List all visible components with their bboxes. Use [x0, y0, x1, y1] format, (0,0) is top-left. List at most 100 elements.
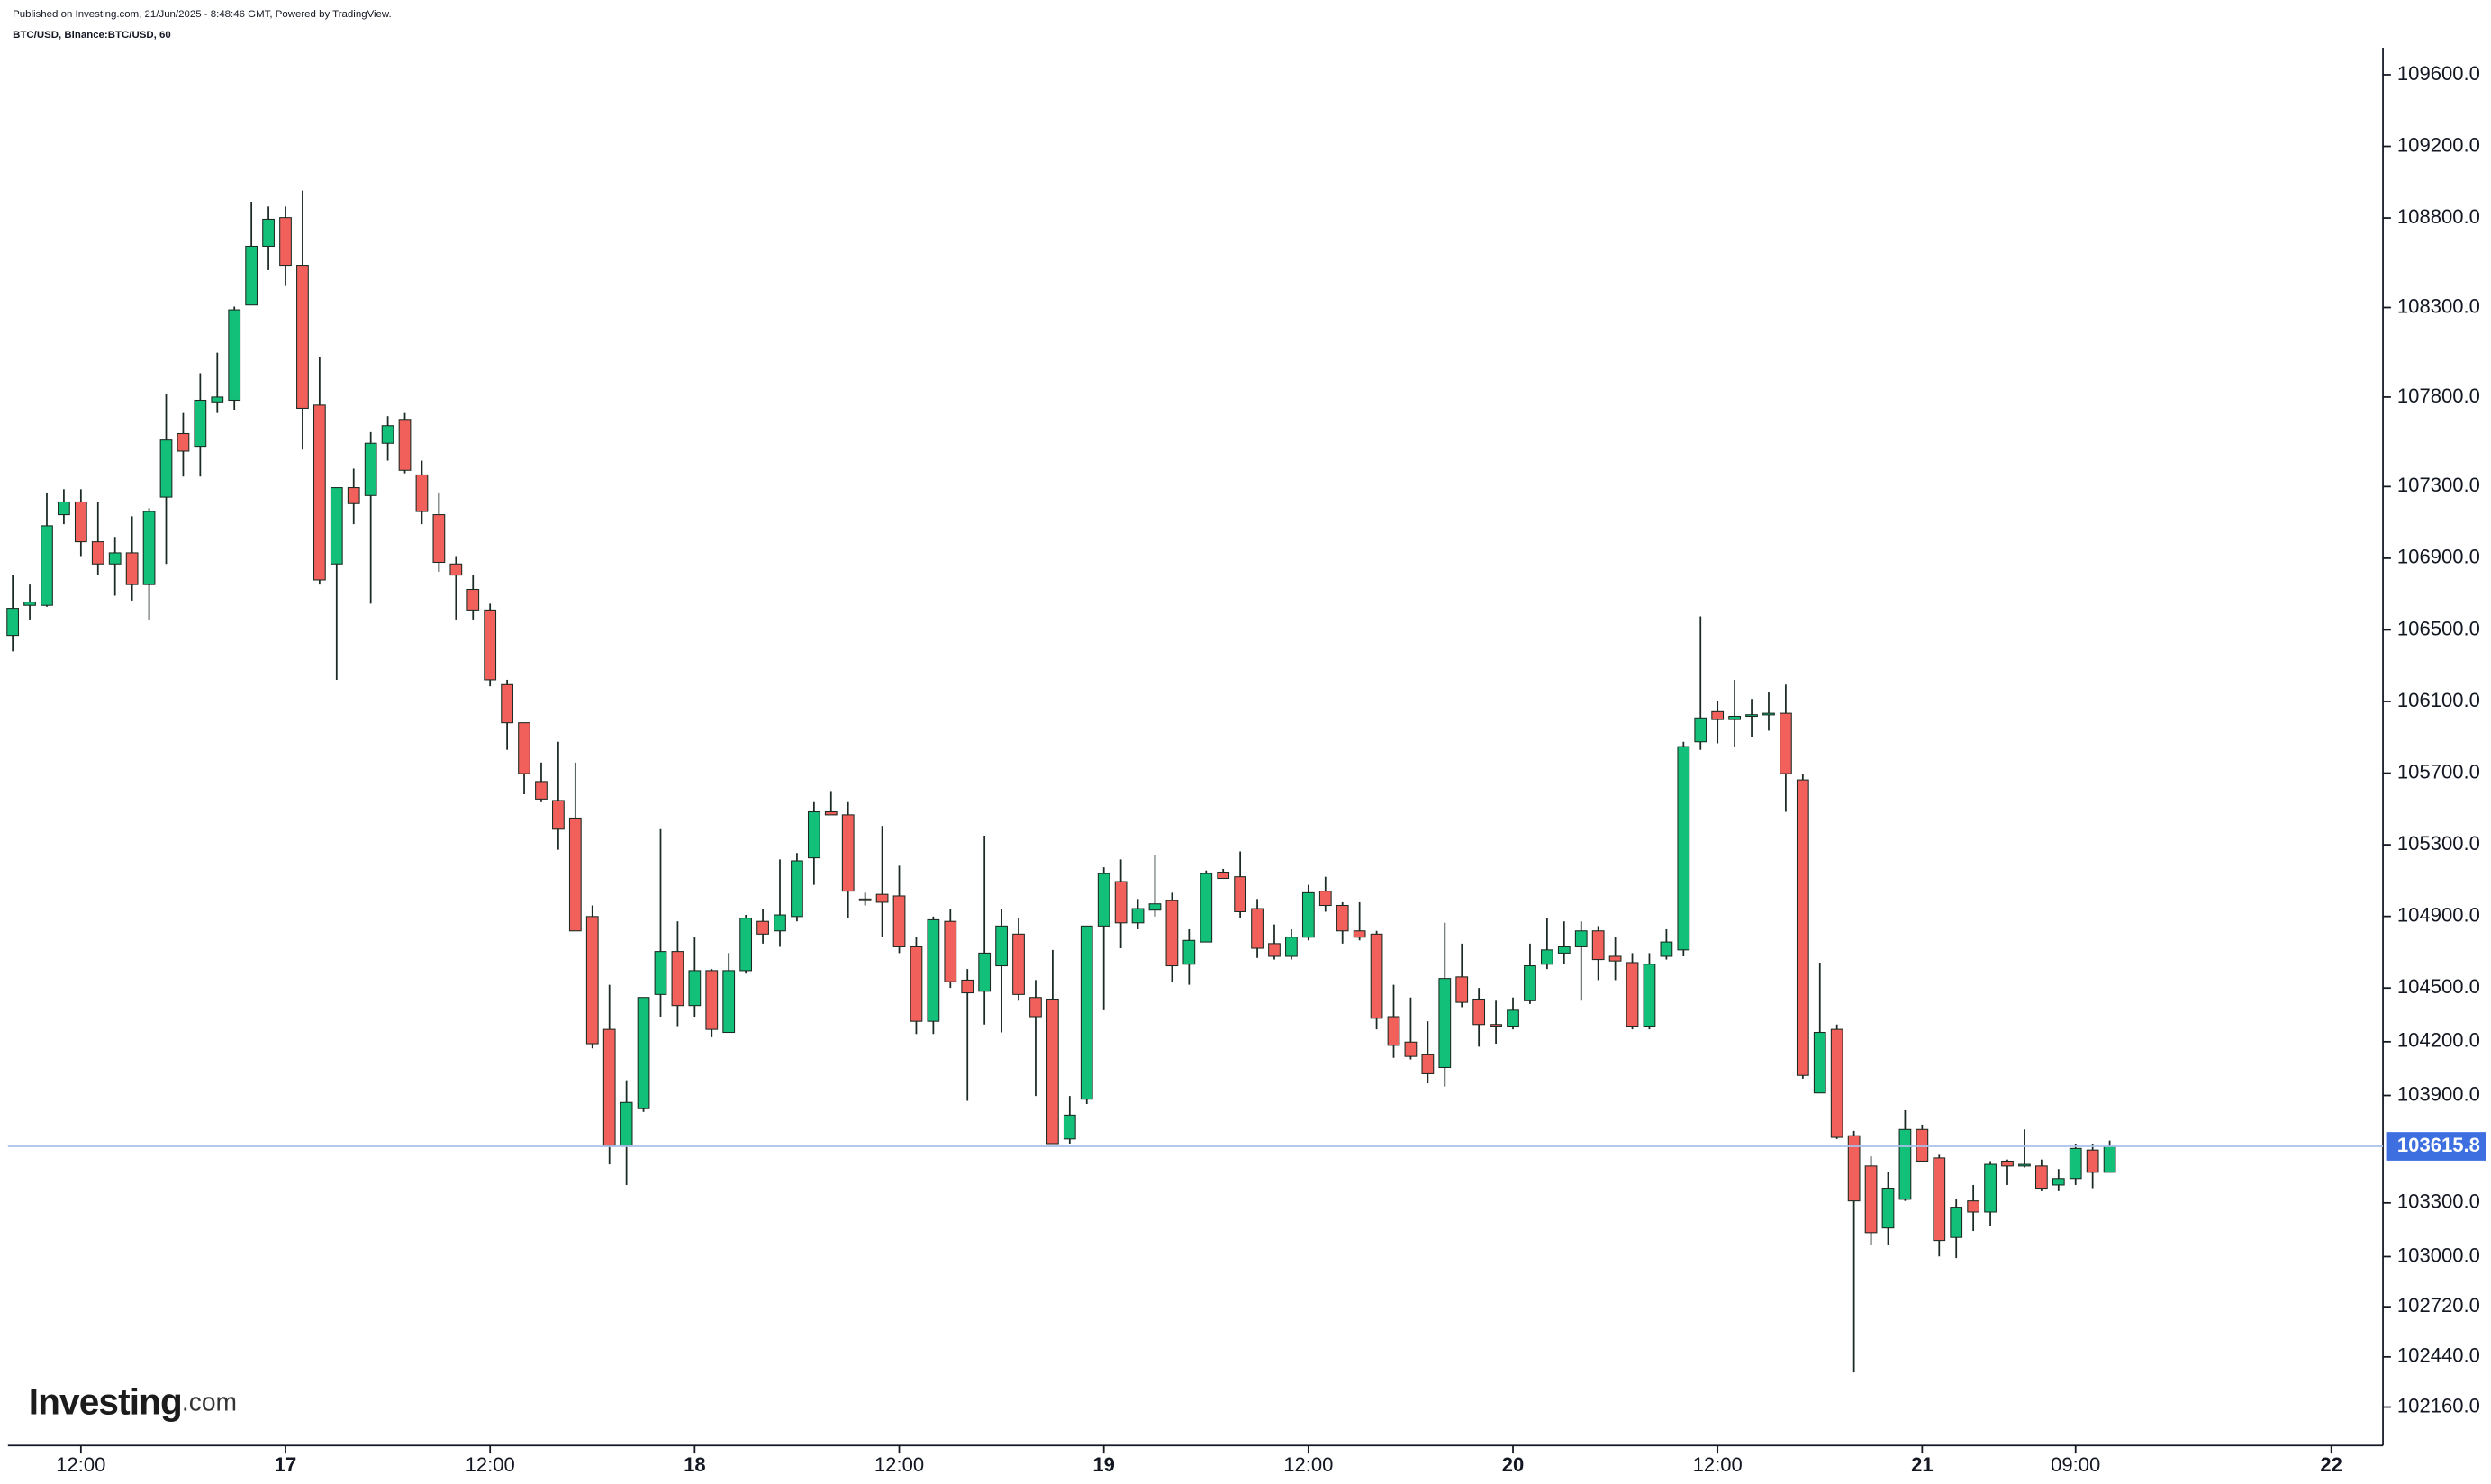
candle-body	[1864, 1165, 1878, 1234]
candle-body	[671, 951, 684, 1007]
candle-body	[398, 419, 412, 471]
candle-body	[1063, 1114, 1076, 1140]
y-tick-label: 103900.0	[2397, 1082, 2480, 1105]
candle-body	[1080, 925, 1093, 1100]
x-tick-label: 22	[2320, 1453, 2342, 1476]
candle-body	[23, 602, 36, 606]
candle-body	[1421, 1054, 1435, 1074]
y-tick-label: 109600.0	[2397, 62, 2480, 85]
candle-body	[1353, 930, 1366, 938]
candle-body	[1643, 964, 1656, 1027]
candle-body	[1540, 949, 1553, 965]
candle-body	[1268, 943, 1281, 957]
x-tick-label: 20	[1502, 1453, 1525, 1476]
candle-body	[1608, 955, 1622, 962]
candle-body	[552, 800, 565, 830]
candle-body	[705, 970, 719, 1030]
candle-body	[1029, 997, 1042, 1018]
y-tick-label: 105700.0	[2397, 760, 2480, 783]
y-tick-label: 104900.0	[2397, 903, 2480, 926]
candle-body	[91, 541, 104, 565]
x-tick-label: 12:00	[56, 1453, 105, 1476]
candle-body	[1285, 937, 1298, 957]
candle-body	[347, 487, 360, 504]
candle-body	[1557, 946, 1571, 954]
y-tick-label: 108800.0	[2397, 205, 2480, 228]
candle-body	[1046, 998, 1059, 1145]
candle-body	[2086, 1149, 2099, 1173]
y-tick-label: 105300.0	[2397, 832, 2480, 855]
candle-body	[296, 265, 309, 409]
x-tick-label: 17	[275, 1453, 297, 1476]
candle-body	[1745, 714, 1758, 718]
candle-body	[602, 1028, 616, 1146]
candle-body	[1251, 908, 1264, 949]
candle-body	[1916, 1128, 1929, 1163]
last-price-marker	[2386, 1132, 2486, 1161]
candle-body	[841, 814, 855, 892]
candle-body	[892, 895, 906, 947]
y-tick-label: 106500.0	[2397, 617, 2480, 639]
candle-body	[58, 501, 70, 516]
candle-body	[177, 432, 190, 452]
candle-body	[41, 525, 53, 606]
candle-body	[1387, 1016, 1400, 1046]
candle-body	[1182, 939, 1196, 965]
y-tick-label: 106900.0	[2397, 546, 2480, 568]
candle-body	[381, 425, 394, 444]
y-tick-label: 104200.0	[2397, 1029, 2480, 1052]
candle-body	[791, 860, 803, 918]
candle-body	[1762, 712, 1775, 716]
y-tick-label: 108300.0	[2397, 294, 2480, 317]
candle-body	[2103, 1145, 2116, 1173]
candle-body	[313, 404, 326, 581]
candle-body	[2001, 1160, 2014, 1167]
candle-body	[585, 916, 599, 1045]
y-tick-label: 106100.0	[2397, 689, 2480, 711]
candle-body	[1438, 978, 1452, 1069]
x-tick-label: 12:00	[874, 1453, 924, 1476]
candle-body	[1097, 873, 1110, 927]
last-price-label: 103615.8	[2397, 1134, 2480, 1156]
y-tick-label: 107800.0	[2397, 385, 2480, 407]
candle-body	[927, 918, 940, 1022]
candle-body	[2034, 1165, 2048, 1190]
candle-body	[1234, 876, 1247, 912]
x-tick-label: 19	[1092, 1453, 1115, 1476]
candle-body	[1012, 933, 1025, 995]
candle-body	[484, 609, 497, 681]
candle-body	[449, 563, 463, 576]
candle-body	[1677, 746, 1690, 951]
candle-body	[2018, 1163, 2031, 1167]
candle-body	[1898, 1128, 1912, 1200]
candle-body	[330, 487, 343, 565]
candle-body	[1796, 779, 1809, 1076]
candle-body	[995, 925, 1008, 967]
candle-body	[1507, 1009, 1519, 1027]
candle-body	[1217, 871, 1230, 880]
candle-body	[1813, 1031, 1826, 1094]
candle-body	[1165, 900, 1179, 967]
candle-body	[1711, 710, 1725, 720]
candle-body	[466, 588, 480, 611]
candle-body	[262, 218, 275, 248]
candle-body	[620, 1101, 633, 1146]
candle-body	[739, 918, 753, 972]
candle-body	[6, 608, 20, 637]
candle-body	[1780, 712, 1792, 774]
candle-body	[2069, 1147, 2082, 1180]
candle-body	[722, 970, 736, 1034]
x-tick-label: 12:00	[1693, 1453, 1743, 1476]
candle-body	[211, 396, 224, 403]
candle-body	[1131, 908, 1145, 924]
candle-body	[228, 309, 241, 402]
candle-body	[756, 920, 769, 935]
candle-body	[688, 970, 702, 1007]
x-tick-label: 12:00	[466, 1453, 515, 1476]
published-note: Published on Investing.com, 21/Jun/2025 …	[13, 9, 392, 20]
candle-body	[1830, 1028, 1843, 1138]
candle-body	[2052, 1178, 2065, 1186]
candle-body	[364, 442, 377, 496]
candle-body	[1370, 933, 1383, 1019]
